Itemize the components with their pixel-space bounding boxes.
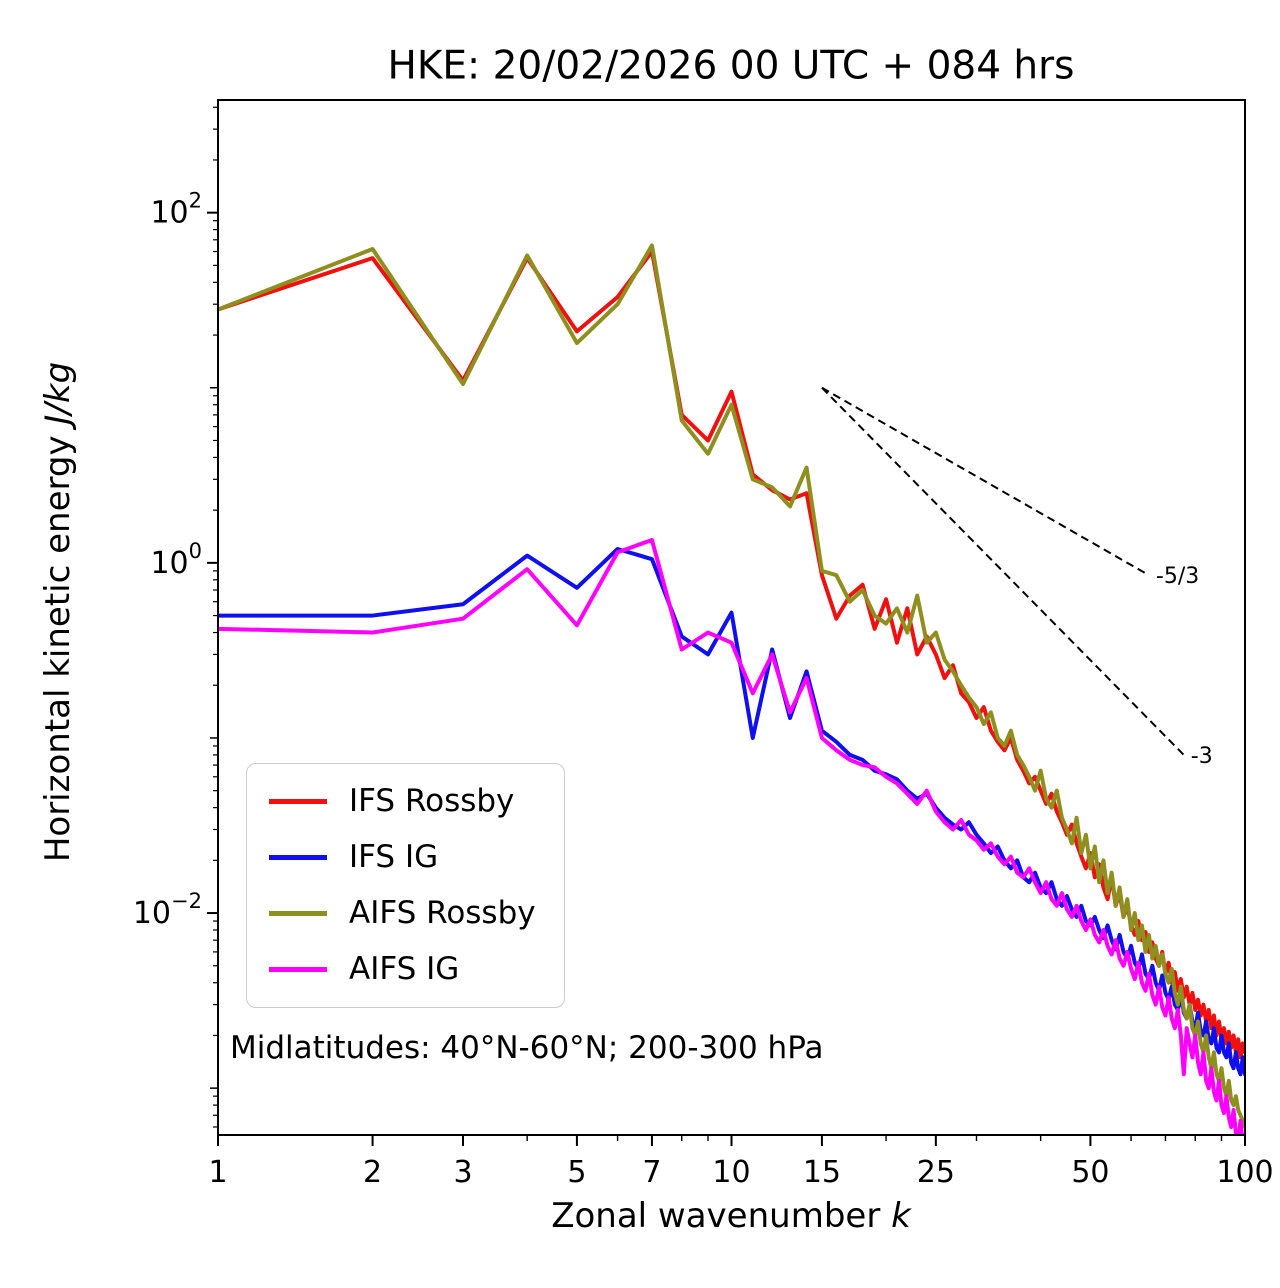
slope-label-0: -5/3 — [1156, 564, 1199, 589]
legend-swatch — [269, 855, 327, 860]
x-axis-label: Zonal wavenumber k — [551, 1196, 911, 1236]
y-tick-label: 102 — [150, 189, 202, 231]
legend-label: IFS Rossby — [349, 783, 515, 819]
slope-line-1 — [821, 387, 1185, 756]
legend: IFS Rossby IFS IG AIFS Rossby AIFS IG — [246, 763, 565, 1008]
y-axis-label-math: J/kg — [38, 361, 78, 425]
x-tick-label: 25 — [917, 1155, 955, 1190]
chart-title: HKE: 20/02/2026 00 UTC + 084 hrs — [387, 43, 1075, 89]
legend-swatch — [269, 799, 327, 804]
series-aifs-rossby — [218, 243, 1245, 1129]
legend-swatch — [269, 911, 327, 916]
legend-item: IFS IG — [269, 838, 536, 877]
y-axis-label-text: Horizontal kinetic energy — [38, 424, 78, 863]
legend-label: IFS IG — [349, 839, 439, 875]
legend-label: AIFS IG — [349, 951, 460, 987]
x-axis-label-text: Zonal wavenumber — [551, 1196, 892, 1236]
y-tick-label: 100 — [150, 539, 202, 581]
y-tick-label: 10−2 — [133, 889, 202, 931]
legend-item: AIFS Rossby — [269, 894, 536, 933]
slope-label-1: -3 — [1191, 744, 1213, 769]
x-tick-label: 5 — [567, 1155, 586, 1190]
x-tick-label: 50 — [1071, 1155, 1109, 1190]
x-axis-label-math: k — [891, 1196, 911, 1236]
series-aifs-ig — [218, 538, 1244, 1135]
x-tick-label: 100 — [1216, 1155, 1273, 1190]
x-tick-label: 1 — [208, 1155, 227, 1190]
x-axis: 1 2 3 5 7 10 15 25 50 100 — [208, 1135, 1274, 1190]
legend-item: AIFS IG — [269, 950, 536, 989]
x-tick-label: 15 — [803, 1155, 841, 1190]
x-tick-label: 7 — [642, 1155, 661, 1190]
x-tick-label: 2 — [363, 1155, 382, 1190]
legend-item: IFS Rossby — [269, 782, 536, 821]
legend-label: AIFS Rossby — [349, 895, 536, 931]
x-tick-label: 10 — [712, 1155, 750, 1190]
reference-lines: -5/3 -3 — [821, 386, 1213, 769]
y-axis: 102 100 10−2 — [133, 106, 218, 1128]
x-tick-label: 3 — [453, 1155, 472, 1190]
slope-line-0 — [821, 386, 1150, 577]
region-annotation: Midlatitudes: 40°N-60°N; 200-300 hPa — [230, 1030, 824, 1066]
y-axis-label: Horizontal kinetic energy J/kg — [38, 362, 78, 862]
legend-swatch — [269, 967, 327, 972]
